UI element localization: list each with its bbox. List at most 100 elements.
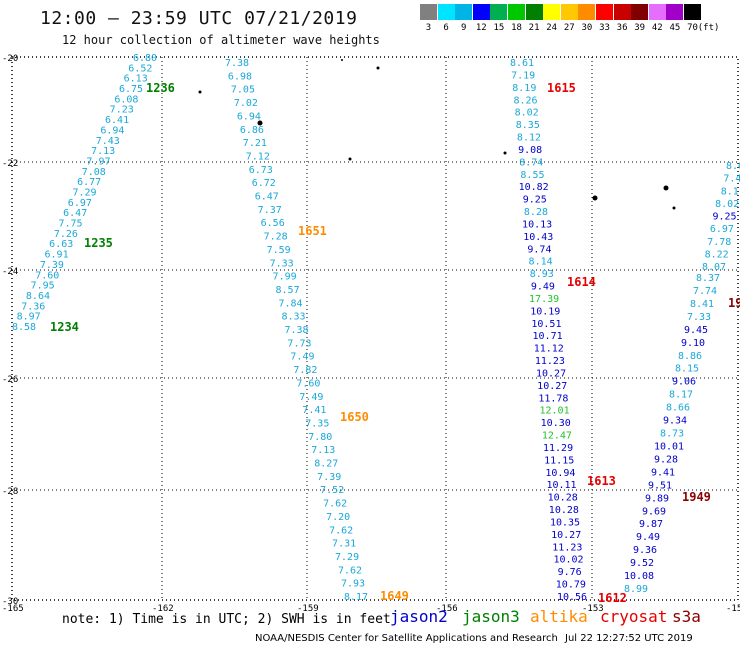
swh-value: 7.38 xyxy=(225,58,249,69)
legend-swatch xyxy=(578,4,596,20)
legend-label: 42 xyxy=(651,23,663,33)
swh-value: 8.64 xyxy=(26,291,50,302)
pass-time-label: 1649 xyxy=(380,589,409,603)
legend-swatch xyxy=(666,4,684,20)
swh-value: 7.35 xyxy=(305,418,329,429)
swh-value: 7.74 xyxy=(693,286,717,297)
swh-value: 8.99 xyxy=(624,584,648,595)
swh-value: 8.86 xyxy=(678,351,702,362)
swh-value: 8.33 xyxy=(281,312,305,323)
swh-value: 8.15 xyxy=(675,364,699,375)
map-frame xyxy=(11,56,739,601)
swh-value: 9.89 xyxy=(645,493,669,504)
swh-value: 7.49 xyxy=(299,392,323,403)
legend-swatch xyxy=(455,4,473,20)
pass-time-label: 1612 xyxy=(598,591,627,605)
swh-value: 7.39 xyxy=(317,472,341,483)
legend-swatch xyxy=(648,4,666,20)
swh-value: 7.84 xyxy=(279,298,303,309)
swh-value: 7.28 xyxy=(264,232,288,243)
swh-value: 7.02 xyxy=(234,98,258,109)
swh-value: 10.79 xyxy=(556,580,586,591)
swh-value: 10.30 xyxy=(541,418,571,429)
pass-time-label: 1650 xyxy=(340,410,369,424)
credit-text: NOAA/NESDIS Center for Satellite Applica… xyxy=(255,633,558,644)
island-dot xyxy=(503,151,507,155)
swh-value: 7.62 xyxy=(329,525,353,536)
swh-value: 9.76 xyxy=(558,567,582,578)
pass-time-label: 1949 xyxy=(682,490,711,504)
swh-value: 10.27 xyxy=(551,530,581,541)
swh-value: 7.20 xyxy=(326,512,350,523)
swh-value: 9.06 xyxy=(672,377,696,388)
legend-swatch xyxy=(437,4,455,20)
swh-value: 10.19 xyxy=(530,306,560,317)
note-text: note: 1) Time is in UTC; 2) SWH is in fe… xyxy=(62,612,391,627)
swh-value: 6.86 xyxy=(240,125,264,136)
swh-value: 7.75 xyxy=(58,219,82,230)
swh-value: 7.95 xyxy=(31,281,55,292)
swh-value: 12.01 xyxy=(540,406,570,417)
legend-swatch xyxy=(613,4,631,20)
lat-label: -28 xyxy=(2,487,18,497)
satellite-label-jason2: jason2 xyxy=(390,607,448,626)
swh-value: 8.22 xyxy=(705,249,729,260)
swh-value: 9.87 xyxy=(639,519,663,530)
swh-value: 10.71 xyxy=(533,331,563,342)
swh-value: 9.25 xyxy=(523,195,547,206)
swh-value: 9.52 xyxy=(630,558,654,569)
lon-label: -156 xyxy=(436,604,458,614)
swh-value: 7.41 xyxy=(302,405,326,416)
swh-value: 7.59 xyxy=(267,245,291,256)
swh-value: 8.58 xyxy=(12,322,36,333)
swh-value: 9.25 xyxy=(712,212,736,223)
swh-value: 10.27 xyxy=(537,381,567,392)
swh-value: 7.08 xyxy=(82,167,106,178)
page-title: 12:00 – 23:59 UTC 07/21/2019 xyxy=(40,8,358,29)
swh-value: 11.78 xyxy=(538,393,568,404)
swh-value: 9.51 xyxy=(648,480,672,491)
swh-value: 8.61 xyxy=(510,58,534,69)
swh-value: 7.62 xyxy=(323,499,347,510)
island-dot xyxy=(376,66,380,70)
legend-label: 21 xyxy=(528,23,540,33)
swh-value: 10.35 xyxy=(550,517,580,528)
swh-value: 11.23 xyxy=(552,542,582,553)
swh-value: 9.74 xyxy=(527,244,551,255)
swh-value: 7.37 xyxy=(258,205,282,216)
lon-label: -153 xyxy=(582,604,604,614)
swh-value: 7.21 xyxy=(243,138,267,149)
legend-swatch xyxy=(525,4,543,20)
swh-value: 7.33 xyxy=(687,312,711,323)
pass-time-label: 1614 xyxy=(567,275,596,289)
legend-swatch xyxy=(490,4,508,20)
swh-value: 7.97 xyxy=(86,156,110,167)
swh-value: 6.72 xyxy=(252,178,276,189)
swh-value: 6.08 xyxy=(114,94,138,105)
swh-value: 8.12 xyxy=(517,133,541,144)
swh-value: 8.28 xyxy=(524,207,548,218)
swh-value: 8.02 xyxy=(515,108,539,119)
pass-time-label: 1651 xyxy=(298,224,327,238)
swh-value: 8.26 xyxy=(513,95,537,106)
swh-value: 8.07 xyxy=(702,262,726,273)
swh-value: 10.27 xyxy=(536,368,566,379)
lon-label: -165 xyxy=(2,604,24,614)
pass-time-label: 1234 xyxy=(50,320,79,334)
swh-value: 9.49 xyxy=(531,282,555,293)
lat-label: -22 xyxy=(2,159,18,169)
swh-value: 7.60 xyxy=(35,270,59,281)
swh-value: 7.26 xyxy=(54,229,78,240)
swh-value: 9.28 xyxy=(654,454,678,465)
swh-value: 7.33 xyxy=(270,258,294,269)
legend-swatch xyxy=(631,4,649,20)
swh-value: 7.49 xyxy=(290,352,314,363)
legend-swatch xyxy=(543,4,561,20)
swh-value: 8.37 xyxy=(696,273,720,284)
lat-label: -20 xyxy=(2,54,18,64)
swh-value: 7.78 xyxy=(707,237,731,248)
legend-label: 6 xyxy=(443,23,449,33)
swh-value: 7.13 xyxy=(91,146,115,157)
swh-value: 7.99 xyxy=(273,272,297,283)
